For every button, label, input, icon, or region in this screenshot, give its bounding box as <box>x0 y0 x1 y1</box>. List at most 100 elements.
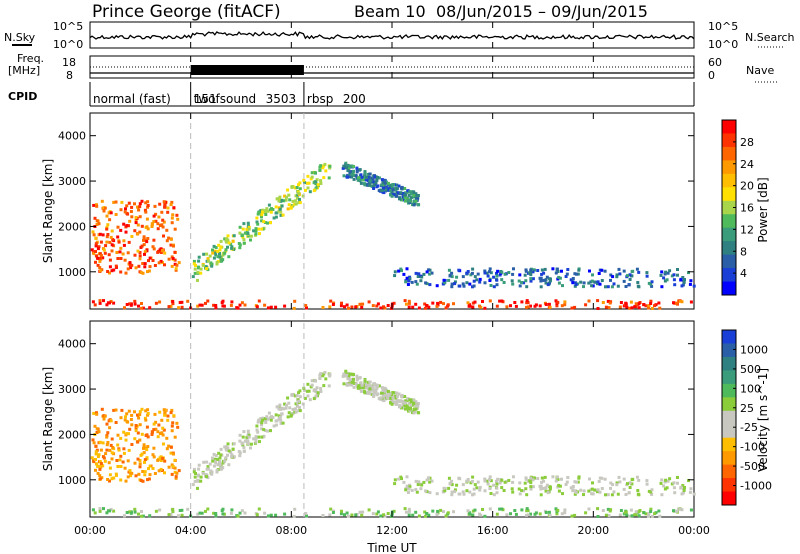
scatter-cell <box>409 398 413 402</box>
scatter-cell <box>161 433 165 437</box>
scatter-cell <box>483 489 487 493</box>
scatter-cell <box>130 413 134 417</box>
scatter-cell <box>407 513 411 517</box>
scatter-cell <box>408 485 412 489</box>
scatter-cell <box>520 300 524 304</box>
scatter-cell <box>163 251 167 255</box>
scatter-cell <box>395 183 399 187</box>
scatter-cell <box>130 215 134 219</box>
scatter-cell <box>279 213 283 217</box>
scatter-cell <box>666 271 670 275</box>
cpid-id-2: 200 <box>343 92 366 106</box>
scatter-cell <box>380 183 384 187</box>
scatter-cell <box>573 272 577 276</box>
scatter-cell <box>162 234 165 238</box>
scatter-cell <box>140 510 143 513</box>
scatter-cell <box>152 214 156 218</box>
scatter-cell <box>635 475 639 479</box>
scatter-cell <box>419 487 423 491</box>
scatter-cell <box>287 203 291 207</box>
scatter-cell <box>650 488 654 492</box>
scatter-cell <box>339 304 343 308</box>
scatter-cell <box>154 420 158 424</box>
cbar-swatch <box>722 268 736 283</box>
scatter-cell <box>525 493 529 497</box>
scatter-cell <box>227 449 231 453</box>
scatter-cell <box>294 202 298 206</box>
scatter-cell <box>399 191 403 195</box>
scatter-cell <box>147 467 150 471</box>
scatter-cell <box>246 429 250 433</box>
scatter-cell <box>489 271 493 275</box>
scatter-cell <box>409 192 413 196</box>
scatter-cell <box>561 284 564 288</box>
scatter-cell <box>238 225 242 229</box>
scatter-cell <box>485 271 489 275</box>
scatter-cell <box>355 170 359 174</box>
scatter-cell <box>180 513 184 517</box>
scatter-cell <box>393 274 397 278</box>
scatter-cell <box>435 492 439 496</box>
scatter-cell <box>402 272 406 276</box>
scatter-cell <box>173 435 177 439</box>
scatter-cell <box>472 487 476 491</box>
scatter-cell <box>261 208 265 212</box>
scatter-cell <box>126 475 130 479</box>
scatter-cell <box>406 283 410 286</box>
scatter-cell <box>687 271 690 275</box>
scatter-cell <box>255 428 259 432</box>
scatter-cell <box>573 492 577 496</box>
scatter-cell <box>243 303 247 307</box>
scatter-cell <box>146 445 150 448</box>
scatter-cell <box>199 475 203 479</box>
scatter-cell <box>140 199 144 203</box>
scatter-cell <box>173 258 177 262</box>
scatter-cell <box>245 231 249 235</box>
scatter-cell <box>146 204 150 207</box>
scatter-cell <box>154 509 158 513</box>
scatter-cell <box>133 299 137 303</box>
scatter-cell <box>659 273 663 277</box>
scatter-cell <box>93 303 97 307</box>
scatter-cell <box>400 393 404 397</box>
scatter-cell <box>130 423 134 427</box>
scatter-cell <box>405 399 409 403</box>
scatter-cell <box>430 271 434 275</box>
scatter-cell <box>450 479 454 483</box>
scatter-cell <box>443 489 447 492</box>
scatter-cell <box>386 512 390 515</box>
scatter-cell <box>141 479 145 483</box>
scatter-cell <box>587 507 591 511</box>
scatter-cell <box>119 465 123 468</box>
scatter-cell <box>574 491 578 494</box>
scatter-cell <box>600 487 604 490</box>
scatter-cell <box>660 493 664 497</box>
scatter-cell <box>218 255 222 259</box>
scatter-cell <box>627 491 631 495</box>
noise-right-tick-bottom: 10^0 <box>708 38 738 51</box>
scatter-cell <box>376 392 380 396</box>
scatter-cell <box>392 401 396 405</box>
scatter-cell <box>170 463 174 467</box>
scatter-cell <box>152 422 156 426</box>
scatter-cell <box>122 451 126 455</box>
scatter-cell <box>354 174 358 178</box>
scatter-cell <box>415 490 419 494</box>
scatter-cell <box>263 429 267 432</box>
scatter-cell <box>571 485 575 488</box>
scatter-cell <box>260 215 263 219</box>
scatter-cell <box>272 216 276 220</box>
scatter-cell <box>403 399 407 403</box>
scatter-cell <box>660 270 664 274</box>
scatter-cell <box>119 454 123 458</box>
scatter-cell <box>447 486 451 490</box>
scatter-cell <box>359 181 363 185</box>
scatter-cell <box>403 191 407 195</box>
scatter-cell <box>453 488 457 492</box>
scatter-cell <box>143 460 146 464</box>
scatter-cell <box>565 272 569 276</box>
scatter-cell <box>97 453 101 457</box>
scatter-cell <box>177 261 181 265</box>
scatter-cell <box>417 514 421 518</box>
